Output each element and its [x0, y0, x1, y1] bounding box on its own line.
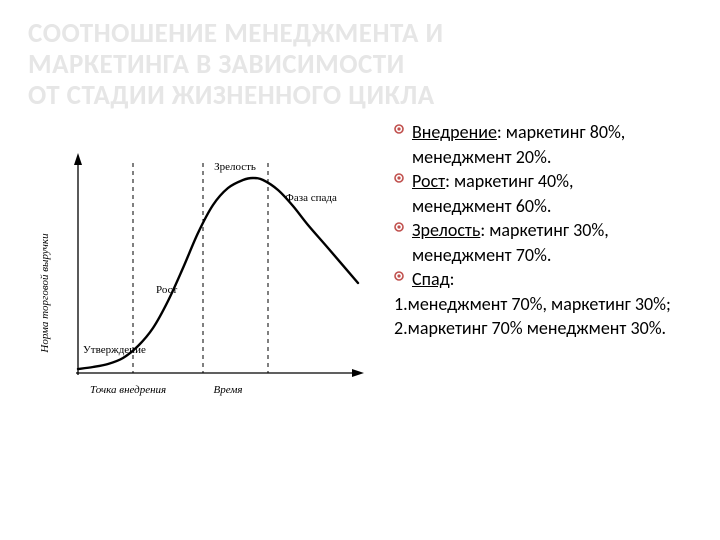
- x-axis-label: Время: [214, 384, 243, 396]
- stage-name: Зрелость: [412, 219, 480, 241]
- spad-numbered-item: 1.менеджмент 70%, маркетинг 30%;: [394, 293, 692, 316]
- title-line-1: СООТНОШЕНИЕ МЕНЕДЖМЕНТА И: [28, 17, 444, 50]
- chart-column: Норма торговой выручки Время Точка внедр…: [28, 121, 388, 505]
- stage-name: Рост: [412, 170, 445, 192]
- origin-label: Точка внедрения: [90, 384, 166, 396]
- stage-line: менеджмент 60%.: [394, 195, 692, 218]
- stage-item: Внедрение: маркетинг 80%,: [394, 121, 692, 144]
- y-axis-label: Норма торговой выручки: [39, 233, 51, 354]
- page-title: СООТНОШЕНИЕ МЕНЕДЖМЕНТА И МАРКЕТИНГА В З…: [28, 18, 692, 111]
- stage-list: Внедрение: маркетинг 80%,менеджмент 20%.…: [394, 121, 692, 291]
- stage-line: менеджмент 20%.: [394, 146, 692, 169]
- stage-line: маркетинг 40%,: [450, 170, 574, 192]
- stage-line: менеджмент 70%.: [394, 244, 692, 267]
- title-line-3: ОТ СТАДИИ ЖИЗНЕННОГО ЦИКЛА: [28, 79, 435, 112]
- bullet-icon: [394, 222, 404, 232]
- phase-label-zrelost: Зрелость: [214, 161, 256, 173]
- stage-name: Внедрение: [412, 121, 497, 143]
- text-column: Внедрение: маркетинг 80%,менеджмент 20%.…: [388, 121, 692, 505]
- title-line-2: МАРКЕТИНГА В ЗАВИСИМОСТИ: [28, 48, 405, 81]
- chart-svg: Норма торговой выручки Время Точка внедр…: [28, 143, 368, 413]
- spad-numbered-list: 1.менеджмент 70%, маркетинг 30%;2.маркет…: [394, 293, 692, 340]
- stage-item: Спад:: [394, 268, 692, 291]
- stage-name: Спад: [412, 268, 450, 290]
- stage-item: Рост: маркетинг 40%,: [394, 170, 692, 193]
- stage-colon: :: [450, 268, 455, 290]
- bullet-icon: [394, 271, 404, 281]
- x-axis-arrow-icon: [352, 369, 364, 377]
- bullet-icon: [394, 173, 404, 183]
- stage-item: Зрелость: маркетинг 30%,: [394, 219, 692, 242]
- stage-line: маркетинг 30%,: [485, 219, 609, 241]
- lifecycle-chart: Норма торговой выручки Время Точка внедр…: [28, 143, 368, 413]
- phase-label-rost: Рост: [156, 284, 178, 296]
- y-axis-arrow-icon: [74, 153, 82, 165]
- slide: СООТНОШЕНИЕ МЕНЕДЖМЕНТА И МАРКЕТИНГА В З…: [0, 0, 720, 540]
- phase-label-spad: Фаза спада: [285, 192, 337, 204]
- bullet-icon: [394, 124, 404, 134]
- phase-label-utverzhdenie: Утверждение: [83, 344, 146, 356]
- content-row: Норма торговой выручки Время Точка внедр…: [28, 121, 692, 505]
- spad-numbered-item: 2.маркетинг 70% менеджмент 30%.: [394, 317, 692, 340]
- stage-line: маркетинг 80%,: [502, 121, 626, 143]
- lifecycle-curve: [78, 178, 358, 369]
